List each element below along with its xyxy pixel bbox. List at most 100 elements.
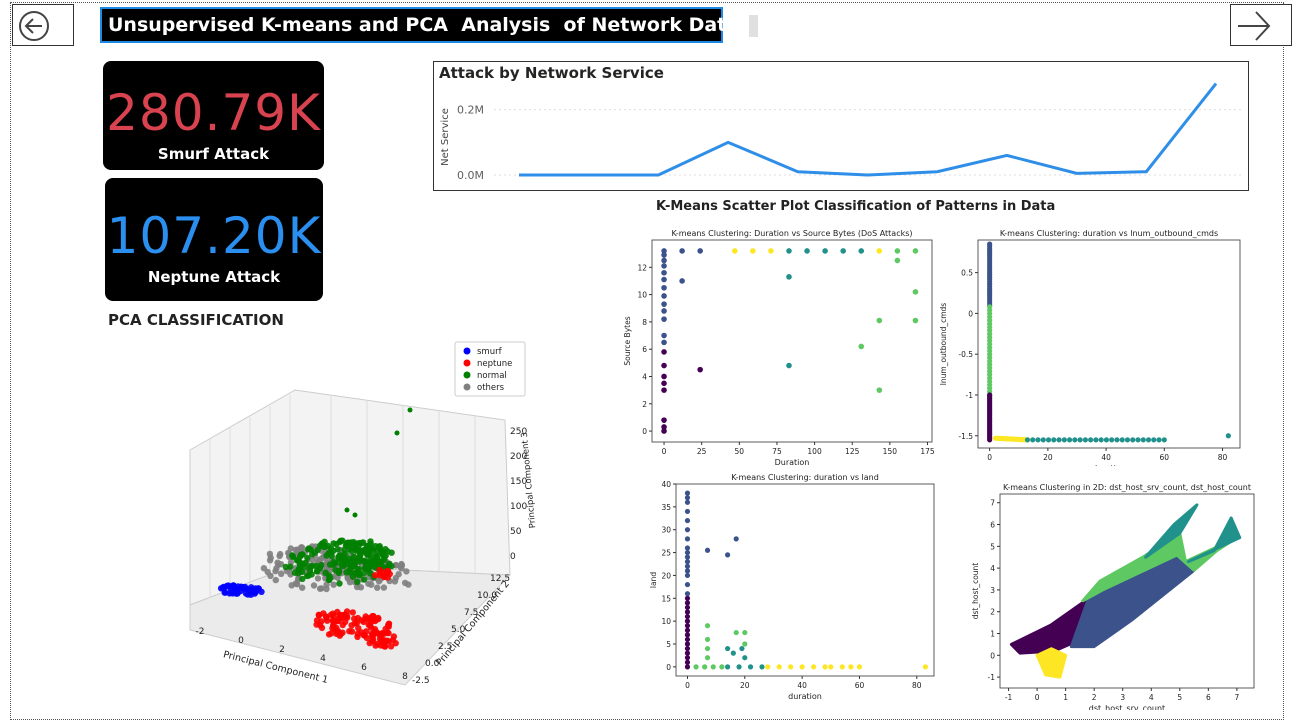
x-tick-label: 40 bbox=[1101, 453, 1111, 462]
data-point bbox=[693, 664, 699, 670]
back-button[interactable] bbox=[12, 4, 74, 46]
chart-title: K-means Clustering: duration vs land bbox=[731, 473, 879, 482]
data-point bbox=[725, 645, 731, 652]
kpi-card-smurf[interactable]: 280.79K Smurf Attack bbox=[103, 61, 324, 170]
x-tick-label: 1 bbox=[1063, 693, 1068, 702]
kpi-card-neptune[interactable]: 107.20K Neptune Attack bbox=[105, 178, 323, 301]
data-point bbox=[1103, 437, 1110, 443]
data-point bbox=[1082, 437, 1088, 443]
data-point bbox=[742, 655, 748, 661]
data-point bbox=[697, 248, 703, 254]
data-point bbox=[786, 274, 792, 280]
kmeans-duration-vs-land-chart[interactable]: 0 20 40 60 80 0 5 10 15 20 25 30 35 40 K-means Cluster… bbox=[636, 468, 966, 700]
neptune-point bbox=[360, 618, 367, 626]
data-point bbox=[912, 248, 919, 254]
others-point bbox=[293, 581, 301, 588]
kpi-value: 280.79K bbox=[106, 84, 321, 142]
neptune-point bbox=[337, 612, 344, 620]
data-point bbox=[661, 293, 667, 299]
others-point bbox=[368, 581, 375, 588]
data-point bbox=[661, 263, 667, 269]
y-tick-label: 10 bbox=[661, 617, 671, 626]
data-point bbox=[858, 343, 865, 350]
data-point bbox=[733, 536, 739, 542]
kmeans-duration-vs-source-bytes-chart[interactable]: 0 25 50 75 100 125 150 175 0 2 4 6 8 10 12 K-means Clus… bbox=[614, 226, 934, 466]
normal-point bbox=[349, 573, 357, 580]
data-point bbox=[876, 248, 883, 254]
data-point bbox=[684, 632, 691, 638]
normal-point bbox=[344, 507, 350, 513]
data-point bbox=[1135, 437, 1141, 443]
forward-arrow-icon bbox=[1238, 11, 1271, 41]
neptune-point bbox=[365, 615, 372, 622]
x-tick-label: 50 bbox=[735, 447, 745, 456]
y-tick-label: -0.5 bbox=[958, 350, 973, 359]
x-tick-label: 175 bbox=[920, 447, 934, 456]
kmeans-duration-vs-outbound-cmds-chart[interactable]: 0 20 40 60 80 -1.5 -1 -0.5 0 0.5 K-means Clusterin… bbox=[936, 226, 1246, 466]
x-tick-label: 8 bbox=[402, 672, 408, 682]
data-point bbox=[704, 645, 711, 652]
data-point bbox=[1088, 437, 1094, 443]
data-point bbox=[840, 248, 846, 254]
neptune-point bbox=[330, 622, 337, 629]
others-point bbox=[323, 581, 330, 588]
others-point bbox=[391, 578, 399, 585]
data-point bbox=[704, 636, 711, 643]
dashboard-frame bbox=[10, 2, 1284, 720]
data-point bbox=[922, 664, 928, 670]
data-point bbox=[1045, 437, 1052, 443]
others-point bbox=[405, 581, 412, 588]
data-point bbox=[894, 248, 901, 254]
y-axis-label: lnum_outbound_cmds bbox=[939, 303, 948, 385]
data-point bbox=[768, 248, 774, 254]
normal-point bbox=[365, 564, 373, 571]
kmeans-2d-dst-host-chart[interactable]: -1 0 1 2 3 4 5 6 7 -1 0 1 2 3 4 5 6 7 K-means Clustering i… bbox=[970, 478, 1270, 710]
others-point bbox=[346, 579, 354, 586]
neptune-point bbox=[351, 620, 359, 627]
y-tick-label: 5.0 bbox=[451, 625, 466, 635]
data-point bbox=[661, 284, 667, 291]
data-point bbox=[1035, 437, 1041, 443]
normal-point bbox=[304, 554, 311, 562]
data-point bbox=[661, 417, 667, 423]
next-button[interactable] bbox=[1230, 4, 1292, 46]
others-point bbox=[272, 567, 279, 575]
data-point bbox=[1051, 437, 1057, 443]
data-point bbox=[1140, 437, 1146, 443]
smurf-point bbox=[217, 585, 225, 592]
y-tick-label: 7 bbox=[990, 499, 995, 508]
x-tick-label: 150 bbox=[883, 447, 898, 456]
x-tick-label: 20 bbox=[740, 681, 750, 690]
others-point bbox=[287, 545, 294, 552]
data-point bbox=[1119, 437, 1125, 443]
normal-point bbox=[299, 575, 306, 583]
data-point bbox=[788, 664, 794, 670]
y-tick-label: 4 bbox=[642, 372, 647, 381]
back-arrow-icon bbox=[19, 11, 49, 41]
others-point bbox=[398, 560, 405, 568]
y-tick-label: 35 bbox=[661, 503, 671, 512]
data-point bbox=[839, 664, 845, 670]
data-point bbox=[661, 380, 667, 387]
legend-label: normal bbox=[477, 371, 507, 381]
normal-point bbox=[307, 546, 314, 553]
neptune-point bbox=[372, 572, 379, 579]
y-axis-label: Net Service bbox=[440, 108, 451, 166]
neptune-point bbox=[368, 630, 376, 637]
y-tick-label: 6 bbox=[642, 345, 647, 354]
others-point bbox=[260, 565, 268, 572]
others-point bbox=[299, 584, 306, 591]
data-point bbox=[684, 490, 691, 496]
data-point bbox=[1030, 437, 1036, 443]
others-point bbox=[310, 582, 318, 589]
normal-point bbox=[336, 580, 343, 587]
data-point bbox=[661, 301, 667, 307]
normal-point bbox=[407, 407, 413, 413]
normal-point bbox=[329, 561, 336, 568]
data-point bbox=[759, 664, 765, 670]
smurf-point bbox=[225, 582, 232, 589]
neptune-point bbox=[348, 628, 356, 635]
line-chart-panel[interactable]: Attack by Network Service 0.0M 0.2M Net Se… bbox=[433, 61, 1249, 191]
y-axis-label: land bbox=[649, 572, 658, 588]
